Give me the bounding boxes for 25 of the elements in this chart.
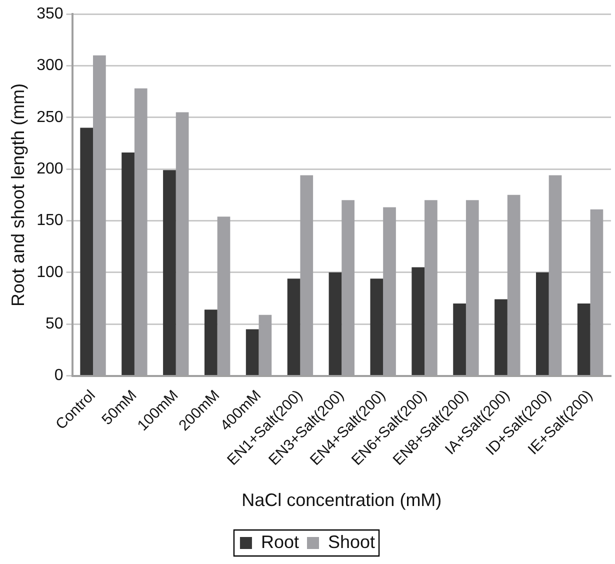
x-axis-title: NaCl concentration (mM) [242, 490, 442, 510]
bar [204, 310, 218, 376]
bar [453, 303, 466, 376]
bar [287, 278, 300, 376]
bar [577, 303, 590, 376]
y-tick-label: 150 [36, 212, 64, 230]
y-tick-label: 100 [36, 264, 64, 281]
bar [370, 278, 384, 376]
y-axis-title: Root and shoot length (mm) [8, 83, 28, 306]
y-tick-label: 50 [46, 316, 64, 333]
bar [412, 267, 425, 376]
y-tick-label: 0 [54, 367, 64, 384]
bar [122, 152, 134, 376]
bar [163, 170, 176, 376]
y-tick-label: 300 [36, 57, 64, 74]
bar [246, 329, 259, 376]
legend-label: Root [260, 532, 299, 552]
bar [328, 272, 342, 376]
y-tick-label: 200 [36, 160, 64, 178]
bar [80, 128, 94, 376]
bar [494, 299, 508, 376]
legend-label: Shoot [328, 532, 376, 552]
y-tick-label: 350 [36, 5, 64, 22]
bar [536, 272, 549, 376]
y-tick-label: 250 [36, 108, 64, 126]
